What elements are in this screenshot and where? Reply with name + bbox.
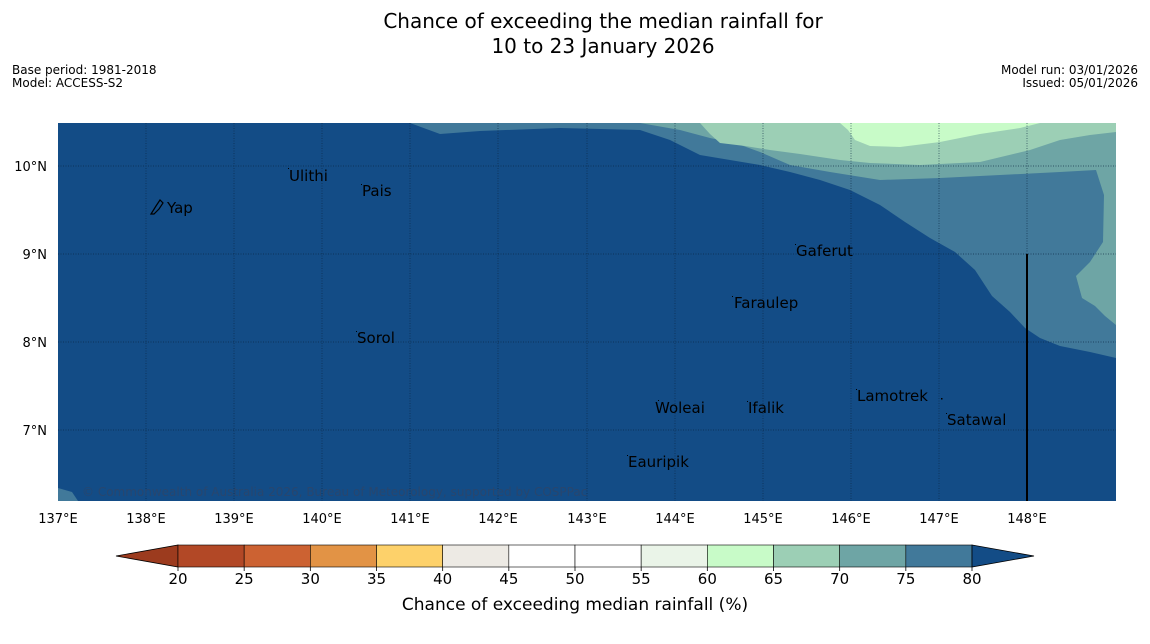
place-label-yap: Yap [166,199,193,217]
colorbar-label-30: 30 [301,570,320,588]
colorbar-label-25: 25 [235,570,254,588]
lon-axis-labels: 137°E 138°E 139°E 140°E 141°E 142°E 143°… [38,512,1047,527]
model-name: Model: ACCESS-S2 [12,76,124,90]
contour-60 [840,123,1040,147]
place-marker-pais [361,184,362,185]
colorbar-segment-75-80 [905,544,973,568]
place-label-pais: Pais [362,182,392,200]
place-label-gaferut: Gaferut [796,242,853,260]
meta-left: Base period: 1981-2018 Model: ACCESS-S2 [12,64,157,90]
base-period: Base period: 1981-2018 [12,63,157,77]
colorbar-segment-45-50 [508,544,576,568]
map-title: Chance of exceeding the median rainfall … [0,9,1150,59]
title-line-2: 10 to 23 January 2026 [491,34,715,58]
colorbar-label-50: 50 [565,570,584,588]
copyright-notice: © Commonwealth of Australia 2026, Bureau… [82,485,587,499]
colorbar-extend-high [971,544,1035,568]
place-marker-woleai [658,400,659,401]
colorbar-label-55: 55 [632,570,651,588]
colorbar-segments [177,544,973,568]
place-marker-ifalik [747,401,748,402]
lon-label-138e: 138°E [126,512,166,527]
place-marker-sorol [356,331,357,332]
lat-axis-labels: 10°N 9°N 8°N 7°N [14,160,47,439]
colorbar-segment-30-35 [310,544,377,568]
colorbar-segment-70-75 [839,544,907,568]
contour-75 [410,123,1116,358]
contour-70 [640,123,1116,325]
place-marker-gaferut [795,244,796,245]
colorbar-segment-60-65 [707,544,774,568]
contour-corner-patch [58,488,78,501]
lon-label-142e: 142°E [478,512,518,527]
lat-label-8n: 8°N [23,336,48,351]
colorbar-segment-20-25 [177,544,245,568]
colorbar-extend-low [115,544,179,568]
colorbar-label-75: 75 [896,570,915,588]
place-marker-eauripik [627,455,628,456]
title-line-1: Chance of exceeding the median rainfall … [383,9,823,33]
place-markers [288,168,947,456]
place-label-lamotrek: Lamotrek [857,387,928,405]
place-label-sorol: Sorol [357,329,395,347]
colorbar-label-20: 20 [168,570,187,588]
colorbar-label-35: 35 [367,570,386,588]
place-label-eauripik: Eauripik [628,453,689,471]
lon-label-147e: 147°E [919,512,959,527]
lon-label-145e: 145°E [743,512,783,527]
colorbar-segment-50-55 [574,544,642,568]
colorbar-segment-25-30 [243,544,311,568]
place-marker-ulithi [288,168,289,169]
yap-coastline [149,199,164,215]
colorbar-title: Chance of exceeding median rainfall (%) [402,595,748,615]
place-label-woleai: Woleai [655,399,705,417]
model-run: Model run: 03/01/2026 [1000,63,1138,77]
lon-label-137e: 137°E [38,512,78,527]
colorbar-segment-40-45 [442,544,510,568]
colorbar-label-40: 40 [433,570,452,588]
lat-label-10n: 10°N [14,160,47,175]
colorbar-label-65: 65 [764,570,783,588]
lon-label-148e: 148°E [1007,512,1047,527]
colorbar-segment-65-70 [773,544,840,568]
lon-label-146e: 146°E [831,512,871,527]
colorbar: 20 25 30 35 40 45 50 55 60 65 70 75 80 [115,544,1035,588]
place-marker-satawal [946,413,947,414]
place-label-faraulep: Faraulep [734,294,798,312]
lat-label-9n: 9°N [23,248,48,263]
place-label-ifalik: Ifalik [748,399,784,417]
issued-date: Issued: 05/01/2026 [1022,76,1138,90]
place-labels: Ulithi Pais Yap Gaferut Faraulep Sorol L… [166,167,1006,471]
colorbar-label-45: 45 [499,570,518,588]
lon-label-140e: 140°E [302,512,342,527]
colorbar-segment-35-40 [376,544,443,568]
place-marker-lamotrek-islet [941,398,943,400]
lat-label-7n: 7°N [23,424,48,439]
colorbar-label-80: 80 [962,570,981,588]
map-area: Ulithi Pais Yap Gaferut Faraulep Sorol L… [58,123,1116,501]
lon-label-143e: 143°E [567,512,607,527]
place-label-satawal: Satawal [947,411,1006,429]
colorbar-label-70: 70 [830,570,849,588]
lon-label-144e: 144°E [655,512,695,527]
colorbar-segment-55-60 [640,544,708,568]
place-marker-lamotrek [856,389,857,390]
lon-label-141e: 141°E [390,512,430,527]
colorbar-label-60: 60 [698,570,717,588]
island-yap [149,199,164,215]
lon-label-139e: 139°E [214,512,254,527]
colorbar-ticks [177,567,973,571]
meta-right: Model run: 03/01/2026 Issued: 05/01/2026 [1001,64,1138,90]
place-label-ulithi: Ulithi [289,167,328,185]
place-marker-faraulep [732,296,733,297]
colorbar-labels: 20 25 30 35 40 45 50 55 60 65 70 75 80 [168,570,981,588]
